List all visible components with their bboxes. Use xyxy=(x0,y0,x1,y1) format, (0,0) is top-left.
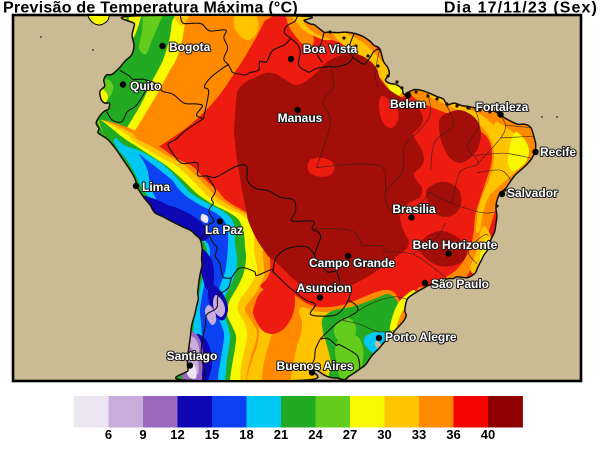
svg-text:Belem: Belem xyxy=(390,97,426,111)
svg-text:30: 30 xyxy=(377,427,391,442)
svg-text:40: 40 xyxy=(481,427,495,442)
svg-text:Asuncion: Asuncion xyxy=(297,281,352,295)
svg-text:Salvador: Salvador xyxy=(507,186,558,200)
svg-text:La Paz: La Paz xyxy=(205,223,243,237)
svg-text:Buenos Aires: Buenos Aires xyxy=(277,359,354,373)
svg-text:Porto Alegre: Porto Alegre xyxy=(385,330,457,344)
svg-text:Manaus: Manaus xyxy=(278,111,323,125)
svg-text:24: 24 xyxy=(308,427,323,442)
svg-text:Previsão de Temperatura Máxima: Previsão de Temperatura Máxima (°C) xyxy=(3,0,298,17)
svg-text:33: 33 xyxy=(412,427,426,442)
svg-text:12: 12 xyxy=(170,427,184,442)
svg-text:Quito: Quito xyxy=(130,79,161,93)
svg-text:36: 36 xyxy=(446,427,460,442)
svg-text:Belo Horizonte: Belo Horizonte xyxy=(413,238,498,252)
svg-text:15: 15 xyxy=(205,427,219,442)
svg-text:9: 9 xyxy=(139,427,146,442)
svg-text:18: 18 xyxy=(239,427,253,442)
svg-text:27: 27 xyxy=(343,427,357,442)
svg-text:Fortaleza: Fortaleza xyxy=(476,100,529,114)
svg-text:Dia 17/11/23 (Sex): Dia 17/11/23 (Sex) xyxy=(444,0,598,17)
svg-text:Lima: Lima xyxy=(142,180,170,194)
svg-text:6: 6 xyxy=(105,427,112,442)
svg-text:Campo Grande: Campo Grande xyxy=(309,256,395,270)
svg-text:Brasilia: Brasilia xyxy=(392,202,436,216)
svg-text:21: 21 xyxy=(274,427,288,442)
svg-text:Bogota: Bogota xyxy=(169,40,211,54)
svg-text:São Paulo: São Paulo xyxy=(431,277,489,291)
svg-text:Boa Vista: Boa Vista xyxy=(303,42,358,56)
svg-text:Recife: Recife xyxy=(540,145,576,159)
svg-text:Santiago: Santiago xyxy=(167,349,218,363)
